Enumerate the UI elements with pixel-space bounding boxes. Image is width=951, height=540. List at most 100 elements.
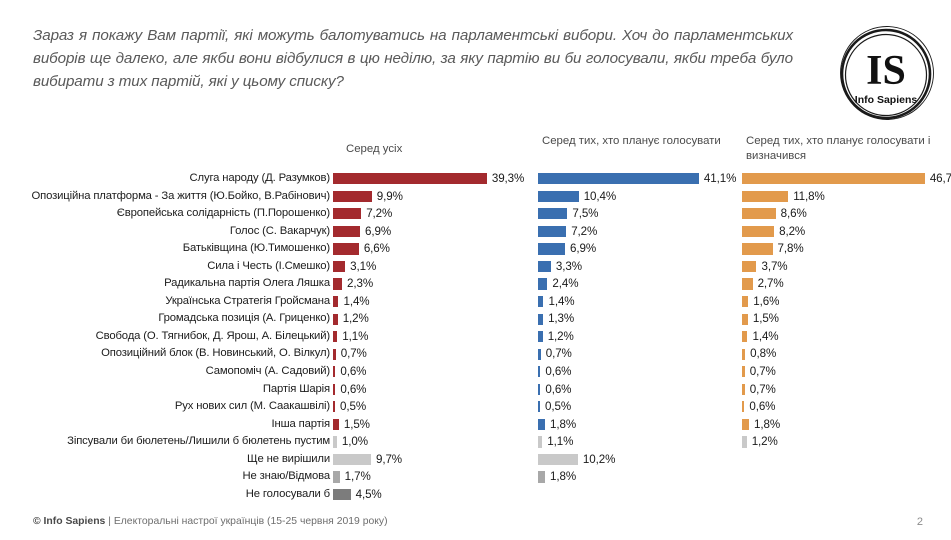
bar <box>538 471 546 483</box>
bar <box>333 383 336 395</box>
bar-value-label: 10,4% <box>583 189 617 203</box>
bar-value-label: 0,8% <box>750 347 777 361</box>
category-label: Не голосували б <box>245 487 330 500</box>
bar-value-label: 3,3% <box>555 259 582 273</box>
bar-value-label: 1,3% <box>548 312 575 326</box>
bar <box>742 313 748 325</box>
bar-value-label: 9,7% <box>375 452 402 466</box>
bar-value-label: 4,5% <box>355 487 382 501</box>
bar-value-label: 6,9% <box>365 224 392 238</box>
bar-value-label: 8,6% <box>780 207 807 221</box>
bar <box>333 436 337 448</box>
bar <box>333 225 360 238</box>
bar-value-label: 3,7% <box>761 259 788 273</box>
bar-value-label: 6,9% <box>570 242 597 256</box>
chart-row: Самопоміч (А. Садовий) 0,6% 0,6% 0,7% <box>0 363 951 381</box>
category-label: Ще не вирішили <box>247 452 330 465</box>
category-label: Голос (С. Вакарчук) <box>229 224 330 237</box>
bar <box>333 190 372 202</box>
bar <box>333 260 346 273</box>
bar-value-label: 1,2% <box>751 435 778 449</box>
bar-value-label: 0,7% <box>749 365 776 379</box>
bar <box>538 173 699 185</box>
bar-value-label: 0,6% <box>340 382 367 396</box>
survey-question: Зараз я покажу Вам партії, які можуть ба… <box>33 27 793 91</box>
category-label: Сила і Честь (І.Смешко) <box>207 259 330 272</box>
bar <box>538 348 541 360</box>
bar-value-label: 3,1% <box>350 259 377 273</box>
chart-row: Радикальна партія Олега Ляшка 2,3% 2,4% 2,7… <box>0 275 951 293</box>
bar <box>742 278 753 290</box>
bar <box>333 296 339 308</box>
bar <box>333 313 338 325</box>
bar-value-label: 7,5% <box>572 207 599 221</box>
bar-value-label: 1,6% <box>753 294 780 308</box>
category-label: Рух нових сил (М. Саакашвілі) <box>174 400 330 413</box>
footer-study-title: Електоральні настрої українців (15-25 че… <box>113 516 388 527</box>
chart-row: Опозиційна платформа - За життя (Ю.Бойко… <box>0 188 951 206</box>
bar <box>742 348 746 360</box>
bar <box>742 331 748 343</box>
chart-row: Громадська позиція (А. Гриценко) 1,2% 1,3%… <box>0 310 951 328</box>
chart-row: Партія Шарія 0,6% 0,6% 0,7% <box>0 381 951 399</box>
bar <box>538 453 578 466</box>
bar-value-label: 1,4% <box>548 294 575 308</box>
bar <box>538 418 546 431</box>
category-label: Самопоміч (А. Садовий) <box>205 365 331 378</box>
bar-value-label: 0,7% <box>340 347 367 361</box>
bar <box>538 436 543 448</box>
bar <box>538 243 565 255</box>
chart-row: Свобода (О. Тягнибок, Д. Ярош, А. Білець… <box>0 328 951 346</box>
bar <box>742 366 745 378</box>
bar-value-label: 1,1% <box>342 329 369 343</box>
bar <box>538 366 541 378</box>
chart-row: Опозиційний блок (В. Новинський, О. Вілк… <box>0 345 951 363</box>
bar-value-label: 1,2% <box>342 312 369 326</box>
category-label: Громадська позиція (А. Гриценко) <box>158 312 330 325</box>
bar <box>538 260 551 273</box>
bar <box>333 418 339 431</box>
bar <box>538 383 541 395</box>
category-label: Опозиційна платформа - За життя (Ю.Бойко… <box>31 189 330 202</box>
category-label: Партія Шарія <box>262 382 330 395</box>
bar-value-label: 6,6% <box>363 242 390 256</box>
bar <box>333 348 336 360</box>
category-label: Інша партія <box>271 417 331 430</box>
bar <box>333 208 362 220</box>
bar-value-label: 0,6% <box>749 400 776 414</box>
svg-text:Info Sapiens: Info Sapiens <box>855 94 918 106</box>
bar-value-label: 1,8% <box>550 470 577 484</box>
column-header-all: Серед усіх <box>346 143 403 155</box>
bar-value-label: 1,4% <box>752 329 779 343</box>
chart-row: Ще не вирішили 9,7% 10,2% <box>0 451 951 469</box>
bar <box>742 260 757 273</box>
bar-value-label: 11,8% <box>793 189 825 203</box>
category-label: Українська Стратегія Гройсмана <box>165 294 330 307</box>
bar <box>333 278 342 290</box>
category-label: Не знаю/Відмова <box>242 470 331 483</box>
bar <box>333 471 340 483</box>
chart-row: Рух нових сил (М. Саакашвілі) 0,5% 0,5% 0,6… <box>0 398 951 416</box>
bar <box>742 208 776 220</box>
bar-value-label: 39,3% <box>491 172 525 185</box>
bar-value-label: 1,0% <box>341 435 368 449</box>
footer-copyright: © Info Sapiens <box>33 516 106 527</box>
category-label: Радикальна партія Олега Ляшка <box>164 277 330 290</box>
chart-row: Голос (С. Вакарчук) 6,9% 7,2% 8,2% <box>0 223 951 241</box>
bar-value-label: 1,2% <box>547 329 574 343</box>
bar <box>538 313 544 325</box>
chart-row: Не знаю/Відмова 1,7% 1,8% <box>0 468 951 486</box>
bar-value-label: 0,6% <box>340 365 367 379</box>
bar <box>538 278 548 290</box>
column-header-planning-and-decided: Серед тих, хто планує голосувати і визна… <box>746 135 931 163</box>
bar-value-label: 2,3% <box>347 277 374 291</box>
bar <box>538 190 579 202</box>
chart-row: Європейська солідарність (П.Порошенко) 7,… <box>0 205 951 223</box>
bar-value-label: 8,2% <box>779 224 806 238</box>
bar <box>333 489 351 501</box>
chart-row: Сила і Честь (І.Смешко) 3,1% 3,3% 3,7% <box>0 258 951 276</box>
bar-value-label: 2,7% <box>757 277 784 291</box>
info-sapiens-circle-logo: IS Info Sapiens <box>836 24 936 124</box>
bar <box>742 190 789 202</box>
bar-value-label: 1,8% <box>550 417 577 431</box>
